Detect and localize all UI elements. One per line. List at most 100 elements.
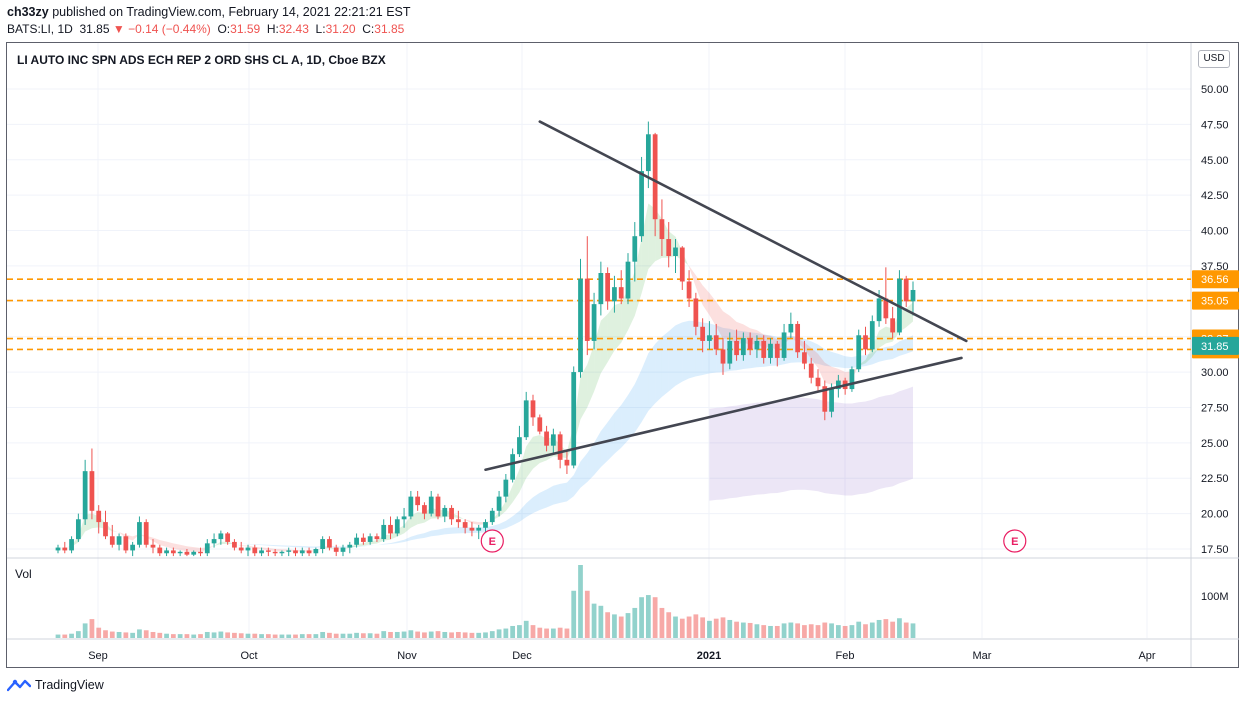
- volume-bar: [279, 634, 285, 638]
- ema-ribbon-fast: [397, 525, 405, 537]
- author-name[interactable]: ch33zy: [7, 5, 49, 19]
- candle-body: [462, 522, 468, 528]
- volume-bar: [544, 628, 549, 638]
- candle-body: [184, 551, 190, 555]
- ema-ribbon-fast: [702, 285, 710, 316]
- volume-bar: [401, 631, 407, 638]
- ema-ribbon-fast: [872, 330, 880, 357]
- volume-bar: [306, 634, 312, 638]
- ema-ribbon-slow: [811, 341, 818, 364]
- candle-body: [700, 326, 706, 341]
- candle-body: [354, 537, 359, 545]
- candle-body: [320, 539, 326, 549]
- candle-body: [910, 289, 916, 302]
- ema-ribbon-fast: [166, 541, 174, 550]
- ema-ribbon-slow: [512, 510, 520, 526]
- earnings-label: E: [1011, 536, 1018, 548]
- candle-body: [170, 550, 176, 554]
- volume-bar: [564, 628, 570, 638]
- candle-body: [449, 507, 454, 520]
- price-tick-label: 20.00: [1201, 509, 1229, 521]
- volume-bar: [829, 623, 834, 638]
- high-value: 32.43: [278, 22, 309, 36]
- volume-bar: [286, 634, 292, 638]
- candle-body: [774, 343, 780, 358]
- candle-body: [645, 134, 651, 172]
- ema-ribbon-fast: [716, 301, 723, 339]
- volume-bar: [645, 595, 651, 638]
- ema-ribbon-slow: [675, 322, 683, 386]
- volume-bar: [802, 625, 807, 638]
- ema-ribbon-fast: [315, 547, 323, 551]
- ema-ribbon-slow: [892, 341, 900, 360]
- volume-bar: [557, 627, 563, 638]
- ema-ribbon-slow: [275, 545, 282, 547]
- ema-ribbon-fast: [879, 326, 886, 348]
- volume-bar: [89, 619, 95, 638]
- candle-body: [876, 298, 882, 322]
- ema-ribbon-slow: [254, 544, 262, 546]
- ema-ribbon-fast: [220, 541, 228, 545]
- ema-ribbon-slow: [621, 395, 628, 448]
- volume-bar: [788, 622, 794, 638]
- ema-ribbon-fast: [614, 302, 622, 351]
- volume-bar: [462, 632, 468, 638]
- candle-body: [435, 496, 441, 517]
- volume-bar: [517, 625, 522, 638]
- candle-body: [822, 386, 828, 412]
- volume-bar: [449, 632, 454, 638]
- candle-body: [550, 434, 556, 446]
- volume-bar: [354, 632, 359, 638]
- candle-body: [849, 369, 855, 390]
- ema-ribbon-fast: [207, 545, 215, 550]
- volume-bar: [313, 634, 319, 638]
- candle-body: [69, 539, 74, 551]
- candle-body: [483, 522, 488, 528]
- candle-body: [673, 247, 678, 257]
- time-tick-label: Feb: [836, 650, 855, 662]
- volume-bar: [245, 633, 251, 638]
- volume-bar: [62, 634, 68, 638]
- time-tick-label: Dec: [512, 650, 532, 662]
- volume-bar: [483, 632, 488, 638]
- volume-bar: [639, 597, 644, 638]
- candle-body: [639, 171, 644, 237]
- candle-body: [204, 543, 210, 554]
- volume-bar: [679, 618, 685, 638]
- candle-body: [666, 239, 672, 257]
- candle-body: [211, 539, 217, 544]
- volume-bar: [184, 634, 190, 638]
- volume-bar: [109, 631, 115, 638]
- ema-ribbon-fast: [471, 521, 479, 525]
- currency-button[interactable]: USD: [1198, 50, 1230, 68]
- volume-bar: [761, 625, 767, 638]
- volume-bar: [673, 616, 678, 638]
- candle-body: [82, 471, 88, 520]
- tradingview-footer[interactable]: TradingView: [7, 678, 104, 692]
- ema-ribbon-fast: [804, 342, 812, 359]
- candle-body: [815, 377, 821, 387]
- candle-body: [632, 236, 638, 262]
- candle-body: [381, 524, 387, 540]
- candle-body: [591, 304, 597, 341]
- ema-ribbon-slow: [607, 412, 615, 461]
- ema-ribbon-slow: [641, 353, 649, 423]
- candle-body: [394, 519, 400, 534]
- price-tick-label: 40.00: [1201, 226, 1229, 238]
- candle-body: [883, 298, 889, 319]
- candle-body: [150, 544, 156, 548]
- ema-ribbon-fast: [499, 501, 506, 517]
- candle-body: [116, 536, 122, 545]
- candle-body: [869, 321, 875, 350]
- candle-body: [795, 323, 801, 353]
- candle-body: [761, 340, 767, 358]
- high-label: H:: [266, 22, 279, 36]
- ema-ribbon-slow: [899, 338, 907, 356]
- candle-body: [442, 507, 448, 517]
- ema-ribbon-fast: [824, 362, 832, 385]
- ema-ribbon-slow: [682, 320, 690, 382]
- ema-ribbon-slow: [390, 541, 398, 545]
- volume-bar: [523, 620, 529, 638]
- candle-body: [754, 340, 760, 350]
